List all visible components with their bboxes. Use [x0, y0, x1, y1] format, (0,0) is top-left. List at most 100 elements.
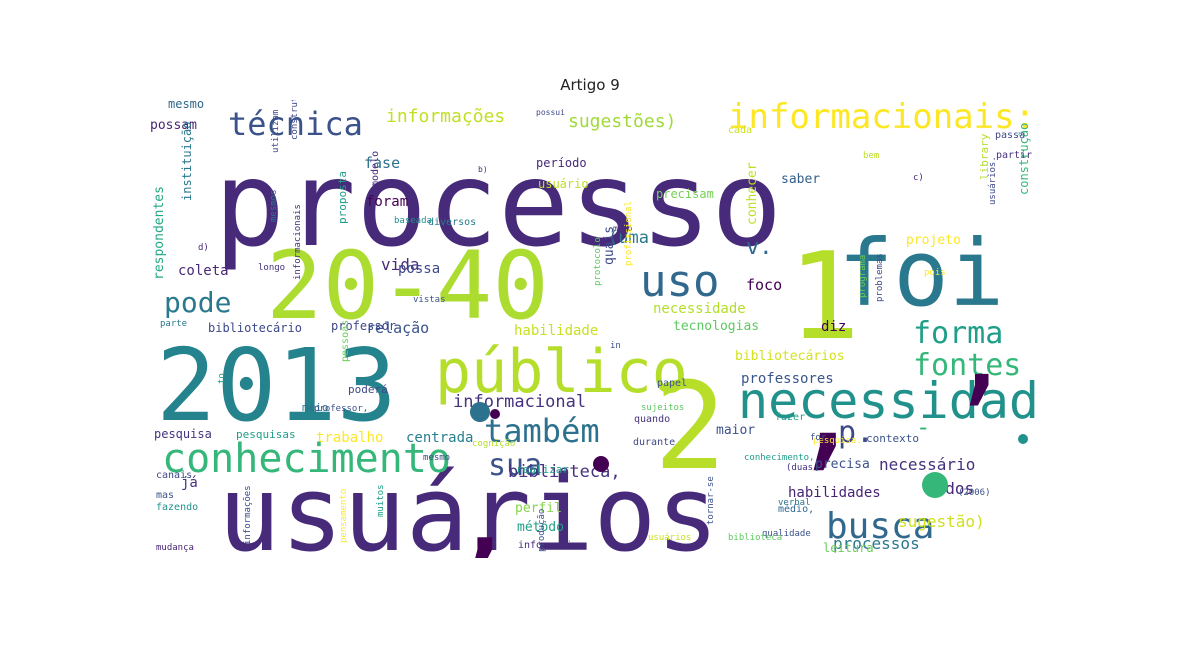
cloud-word: modo: [613, 224, 632, 233]
cloud-word: precisa: [815, 457, 870, 472]
cloud-word: foram: [366, 194, 408, 210]
cloud-word: conhecer: [745, 162, 760, 225]
cloud-word: busca: [826, 506, 934, 547]
cloud-word: construção: [1017, 123, 1031, 195]
cloud-word: diversos: [428, 217, 476, 228]
cloud-word: relação: [366, 319, 429, 337]
cloud-word: necessidades: [738, 372, 1038, 430]
figure-title: Artigo 9: [560, 76, 620, 94]
cloud-word: público: [435, 337, 688, 407]
cloud-word: 20-40: [266, 232, 549, 341]
cloud-word: in: [610, 341, 621, 351]
cloud-word: leitura: [823, 541, 874, 555]
cloud-word: processos: [833, 534, 920, 553]
cloud-word: 1: [788, 228, 860, 367]
cloud-word: v.: [746, 235, 773, 260]
cloud-word: to: [217, 373, 227, 384]
cloud-word: bibliotecários: [735, 349, 845, 364]
cloud-word: diz: [821, 319, 846, 335]
cloud-word: foi: [838, 220, 1004, 327]
cloud-word: mesmo: [168, 100, 204, 111]
cloud-word: usuários.: [988, 156, 998, 205]
cloud-dot-5: [1018, 434, 1028, 444]
cloud-word: contexto: [866, 432, 919, 445]
cloud-word: possui: [536, 108, 565, 117]
word-cloud: processo usuários 2013 20-40 1 2 foi público nec…: [148, 100, 1038, 558]
cloud-word: -: [916, 413, 930, 441]
cloud-word: informacionais:: [728, 100, 1035, 137]
cloud-word: c): [913, 173, 924, 183]
cloud-word: uso: [640, 256, 719, 307]
cloud-word: sugestões): [568, 111, 676, 132]
cloud-word: também: [484, 412, 600, 450]
cloud-word: sujeitos: [641, 403, 684, 413]
cloud-word: necessário: [879, 455, 975, 474]
cloud-word: ,: [948, 288, 1014, 416]
cloud-word: partir: [996, 150, 1032, 161]
cloud-word: perfil: [515, 501, 562, 516]
cloud-word: utilizam: [271, 110, 281, 153]
cloud-word: mudança: [156, 543, 194, 553]
cloud-word: vistas: [413, 295, 446, 305]
cloud-word: saber: [781, 172, 820, 187]
cloud-word: habilidades: [788, 485, 881, 501]
cloud-word: passa: [995, 130, 1025, 141]
cloud-word: realizar: [516, 463, 569, 476]
cloud-word: fazendo: [156, 502, 198, 513]
cloud-dot-3: [593, 456, 609, 472]
cloud-word: método: [517, 520, 564, 535]
cloud-word: cada: [728, 125, 752, 136]
cloud-word: ,: [788, 331, 866, 483]
cloud-dot-2: [922, 472, 948, 498]
cloud-word: fase: [364, 154, 400, 172]
cloud-word: longo: [258, 263, 285, 273]
cloud-word: tornar-se: [706, 476, 716, 525]
cloud-word: professor,: [314, 404, 368, 414]
cloud-word: pessoas: [340, 320, 351, 362]
cloud-word: projeto: [906, 233, 961, 248]
cloud-word: fazer: [775, 412, 805, 423]
cloud-word: muitos: [376, 484, 386, 517]
cloud-word: b): [478, 165, 488, 174]
cloud-word: técnica: [228, 105, 363, 143]
cloud-word: conhecimento,: [744, 453, 814, 463]
cloud-word: meio: [302, 401, 329, 414]
cloud-word: informações: [243, 485, 253, 545]
cloud-word: programa: [858, 255, 868, 298]
cloud-word: construtivista: [290, 100, 300, 140]
cloud-word: médio,: [778, 503, 814, 515]
cloud-word: pesquisa.: [813, 436, 862, 446]
cloud-word: habilidade: [514, 323, 598, 339]
cloud-word: qualidade: [762, 529, 811, 539]
cloud-word: sua: [488, 448, 542, 483]
cloud-word: respondentes: [152, 186, 167, 280]
cloud-word: informacionais: [293, 204, 303, 280]
cloud-word: necessidade: [653, 301, 746, 317]
cloud-word: sugestão): [898, 512, 985, 531]
cloud-word: canais: [156, 470, 192, 481]
cloud-word: usuário: [538, 177, 589, 191]
cloud-word: parte: [160, 319, 187, 329]
cloud-word: bibliotecário: [208, 321, 302, 335]
cloud-word: possam: [150, 118, 197, 133]
cloud-word: usuários: [218, 453, 719, 558]
cloud-word: library: [978, 133, 991, 180]
cloud-word: mesmo: [423, 453, 450, 463]
cloud-word: foco: [746, 276, 782, 294]
cloud-word: mas: [156, 490, 174, 501]
cloud-word: precisam: [656, 187, 714, 201]
cloud-word: d): [198, 243, 209, 253]
cloud-word: pois: [924, 268, 946, 278]
cloud-word: p.: [838, 415, 874, 450]
cloud-word: problemas: [875, 253, 885, 302]
cloud-word: quando: [634, 414, 670, 425]
cloud-word: pode: [164, 286, 231, 319]
cloud-word: instituição: [180, 122, 194, 201]
cloud-word: vida: [381, 255, 420, 274]
cloud-dot-4: [490, 409, 500, 419]
cloud-word: centrada: [406, 430, 473, 446]
cloud-word: mesmos: [269, 189, 279, 222]
cloud-word: tecnologias: [673, 319, 759, 334]
